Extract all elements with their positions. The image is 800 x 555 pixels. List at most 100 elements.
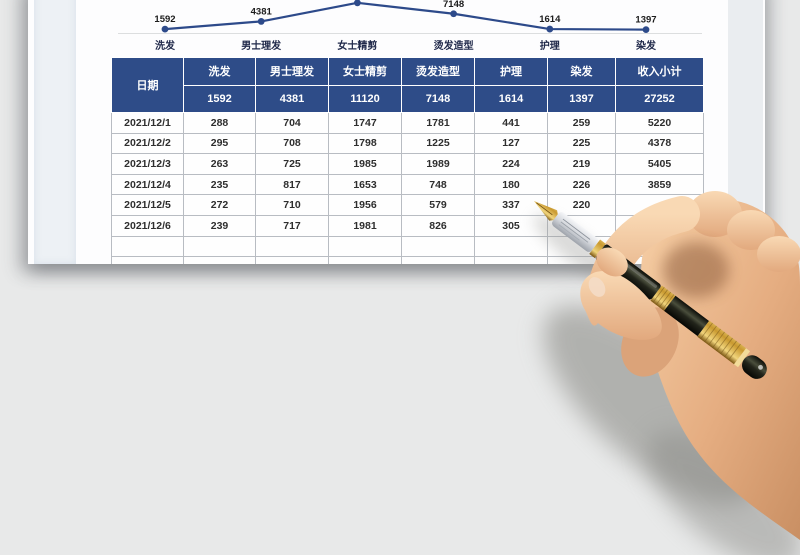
cap-highlight [758,364,763,370]
date-cell: 2021/12/4 [111,173,184,196]
table-cell [474,235,548,258]
pen-cap-end [742,355,767,379]
pen-gold-ring [589,239,606,259]
date-cell [111,256,184,264]
nib-slit [536,202,553,216]
pen-thin-ring [734,348,751,368]
chart-category-label: 烫发造型 [434,39,474,52]
table-cell: 272 [183,194,256,216]
index-finger-pad [596,247,628,277]
chart-category-label: 护理 [540,39,560,52]
date-cell: 2021/12/3 [111,153,184,175]
table-cell: 4378 [615,132,704,155]
table-cell: 725 [255,153,329,175]
table-cell: 826 [401,214,475,237]
date-cell: 2021/12/2 [111,132,184,155]
chart-point [257,18,265,25]
table-cell [255,235,329,258]
revenue-chart: 1592洗发4381男士理发11120女士精剪7148烫发造型1614护理139… [118,0,702,52]
table-cell: 1981 [328,214,402,237]
table-cell: 579 [401,194,475,216]
column-header: 女士精剪 [328,57,402,86]
table-cell: 235 [183,173,256,196]
table-cell [183,256,256,264]
chart-point [450,10,457,18]
column-total: 1614 [474,84,548,113]
table-cell: 441 [474,112,548,134]
table-cell: 226 [547,173,616,196]
date-cell [111,235,184,258]
chart-category-label: 染发 [635,39,657,52]
table-cell: 225 [547,132,616,155]
table-cell: 748 [401,173,475,196]
column-header: 洗发 [183,57,256,86]
column-total: 4381 [255,84,329,113]
table-row: 2021/12/3 263 725 1985 1989 224 219 5405 [111,153,704,175]
table-cell: 708 [255,132,329,155]
chart-point [546,25,554,33]
hand-photo [533,191,800,555]
table-cell: 1798 [328,132,402,155]
pen-barrel-mid [664,295,710,337]
palm-hollow-shade [663,242,729,298]
table-cell: 263 [183,153,256,175]
table-cell: 704 [255,112,329,134]
column-total: 1592 [183,84,256,113]
thumbnail [588,277,606,297]
table-cell [255,256,329,264]
table-cell: 180 [474,173,548,196]
date-cell: 2021/12/1 [111,112,184,134]
table-cell: 710 [255,194,329,216]
chart-category-label: 男士理发 [241,39,282,52]
table-cell: 1781 [401,112,475,134]
collar-engraving [700,322,741,361]
table-cell: 1747 [328,112,402,134]
paper-sheet: 1592洗发4381男士理发11120女士精剪7148烫发造型1614护理139… [28,0,765,264]
chart-point [642,26,650,34]
table-cell: 295 [183,132,256,155]
table-cell: 1653 [328,173,402,196]
table-cell: 259 [547,112,616,134]
chart-category-label: 女士精剪 [337,39,377,52]
grip-label-line [558,224,580,241]
chart-value-label: 4381 [251,6,273,17]
chart-value-label: 1614 [539,14,561,25]
table-cell: 1985 [328,153,402,175]
pen-grip [552,212,599,252]
table-cell [328,235,402,258]
table-cell: 239 [183,214,256,237]
chart-value-label: 7148 [443,0,464,10]
column-header: 护理 [474,57,548,86]
column-total: 7148 [401,84,475,113]
arm-shadow [647,430,800,555]
table-cell: 817 [255,173,329,196]
knuckle [727,210,775,250]
chart-line [164,1,647,31]
table-row: 2021/12/4 235 817 1653 748 180 226 3859 [111,173,704,196]
date-cell: 2021/12/6 [111,214,184,237]
table-row: 2021/12/2 295 708 1798 1225 127 225 4378 [111,132,704,155]
date-cell: 2021/12/5 [111,194,184,216]
chart-value-label: 1592 [154,14,175,25]
table-cell [328,256,402,264]
chart-category-label: 洗发 [155,39,176,52]
table-cell: 219 [547,153,616,175]
chart-point [161,25,169,33]
knuckle [757,236,800,272]
table-cell: 224 [474,153,548,175]
table-cell: 220 [547,194,616,216]
date-column-header: 日期 [111,57,184,113]
table-cell [401,256,475,264]
column-header: 染发 [547,57,616,86]
table-cell [183,235,256,258]
table-cell: 717 [255,214,329,237]
column-header: 男士理发 [255,57,329,86]
table-row: 2021/12/1 288 704 1747 1781 441 259 5220 [111,112,704,134]
table-cell: 1989 [401,153,475,175]
table-cell: 127 [474,132,548,155]
grip-label-line [562,218,591,240]
column-total: 11120 [328,84,402,113]
column-total: 27252 [615,84,704,113]
chart-point [354,0,361,7]
